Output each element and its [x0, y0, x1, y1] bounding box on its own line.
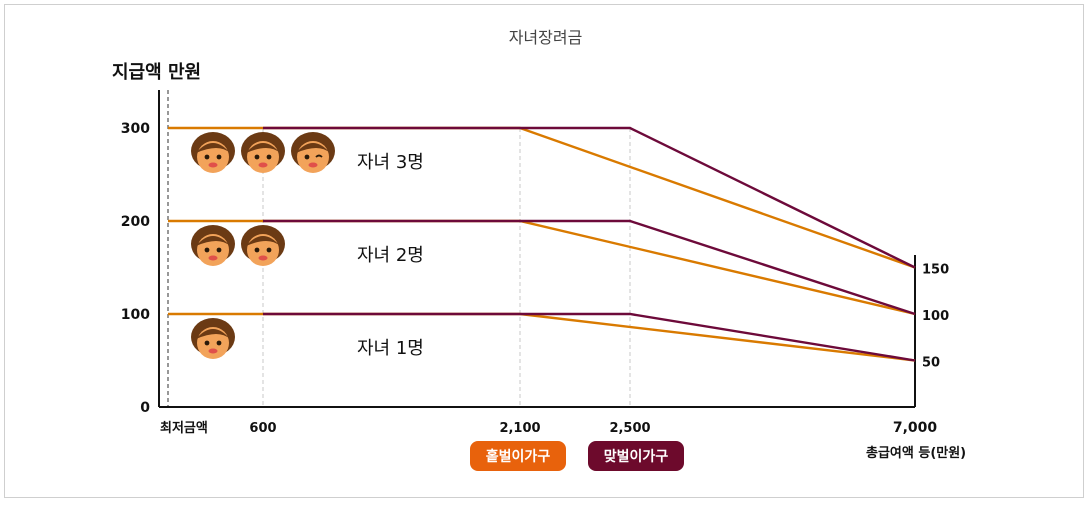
legend-dual-income: 맞벌이가구 [588, 441, 684, 471]
child-face-icon-2-0 [191, 225, 235, 266]
x-tick-2500: 2,500 [609, 421, 650, 436]
annotation-children-3: 자녀 3명 [357, 152, 424, 173]
child-face-icon-3-1 [241, 132, 285, 173]
right-label-150: 150 [922, 263, 949, 278]
y-tick-100: 100 [121, 307, 150, 323]
x-tick-2100: 2,100 [499, 421, 540, 436]
y-tick-300: 300 [121, 121, 150, 137]
series-line-dual-자녀2명 [263, 219, 916, 316]
right-label-50: 50 [922, 356, 940, 371]
series-line-dual-자녀1명 [263, 312, 916, 362]
x-tick-7000: 7,000 [893, 420, 938, 436]
x-tick-0: 최저금액 [160, 421, 208, 436]
right-label-100: 100 [922, 309, 949, 324]
annotation-children-1: 자녀 1명 [357, 338, 424, 359]
child-face-icon-3-0 [191, 132, 235, 173]
child-face-icon-3-2 [291, 132, 335, 173]
x-tick-600: 600 [249, 421, 276, 436]
y-tick-200: 200 [121, 214, 150, 230]
legend-single-income: 홑벌이가구 [470, 441, 566, 471]
chart-title: 자녀장려금 [508, 28, 583, 47]
chart-frame [4, 4, 1084, 498]
annotation-children-2: 자녀 2명 [357, 245, 424, 266]
series-line-dual-자녀3명 [263, 126, 916, 269]
x-axis-title: 총급여액 등(만원) [866, 446, 967, 461]
series-line-single-자녀1명 [168, 312, 916, 362]
child-face-icon-1-0 [191, 318, 235, 359]
y-axis-title: 지급액 만원 [112, 62, 202, 83]
y-tick-0: 0 [140, 400, 150, 416]
child-face-icon-2-1 [241, 225, 285, 266]
